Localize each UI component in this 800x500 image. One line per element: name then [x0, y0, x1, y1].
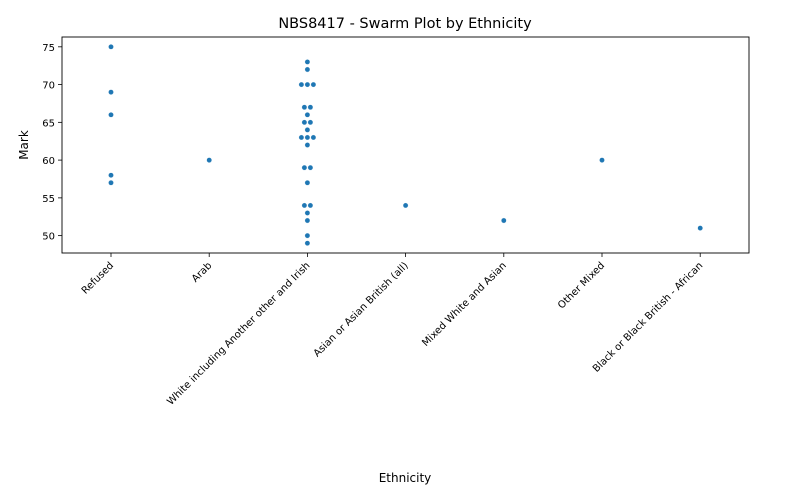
y-tick-label: 50 — [42, 232, 55, 243]
data-point — [307, 104, 314, 111]
y-tick-label: 60 — [42, 156, 55, 167]
data-point — [301, 119, 308, 126]
x-tick-label: Other Mixed — [556, 260, 607, 311]
x-tick-label: Mixed White and Asian — [420, 260, 509, 349]
data-point — [304, 66, 311, 73]
data-point — [108, 172, 114, 179]
data-point — [697, 225, 704, 231]
data-point — [310, 81, 317, 88]
data-points — [108, 44, 704, 246]
x-tick-label: White including Another other and Irish — [165, 260, 312, 407]
data-point — [301, 202, 308, 209]
data-point — [304, 179, 311, 186]
data-point — [108, 89, 114, 95]
data-point — [402, 202, 409, 209]
data-point — [108, 179, 114, 186]
y-axis-label: Mark — [17, 130, 31, 160]
chart-title: NBS8417 - Swarm Plot by Ethnicity — [278, 16, 532, 32]
x-tick-label: Black or Black British - African — [591, 260, 705, 374]
data-point — [301, 164, 308, 171]
data-point — [108, 111, 114, 118]
data-point — [304, 210, 311, 216]
data-point — [304, 134, 311, 141]
data-point — [500, 217, 507, 224]
data-point — [304, 127, 311, 133]
y-tick-label: 75 — [42, 43, 55, 54]
data-point — [108, 44, 114, 50]
y-tick-label: 55 — [42, 194, 55, 205]
data-point — [304, 232, 311, 239]
data-point — [599, 157, 605, 163]
data-point — [304, 240, 311, 246]
x-axis-label: Ethnicity — [379, 471, 432, 485]
data-point — [298, 81, 305, 88]
x-tick-label: Asian or Asian British (all) — [312, 260, 411, 359]
data-point — [307, 202, 314, 209]
plot-area — [61, 36, 750, 254]
data-point — [304, 59, 311, 65]
data-point — [307, 164, 314, 171]
data-point — [206, 157, 212, 163]
y-axis: 50 55 60 65 70 75 — [42, 43, 62, 243]
y-tick-label: 70 — [42, 81, 55, 92]
data-point — [304, 111, 311, 118]
x-tick-label: Refused — [80, 260, 116, 296]
data-point — [298, 134, 305, 141]
data-point — [301, 104, 308, 111]
data-point — [304, 81, 311, 88]
data-point — [304, 217, 311, 224]
data-point — [310, 134, 317, 141]
data-point — [304, 142, 311, 148]
x-tick-label: Arab — [190, 260, 214, 284]
y-tick-label: 65 — [42, 118, 55, 129]
data-point — [307, 119, 314, 126]
